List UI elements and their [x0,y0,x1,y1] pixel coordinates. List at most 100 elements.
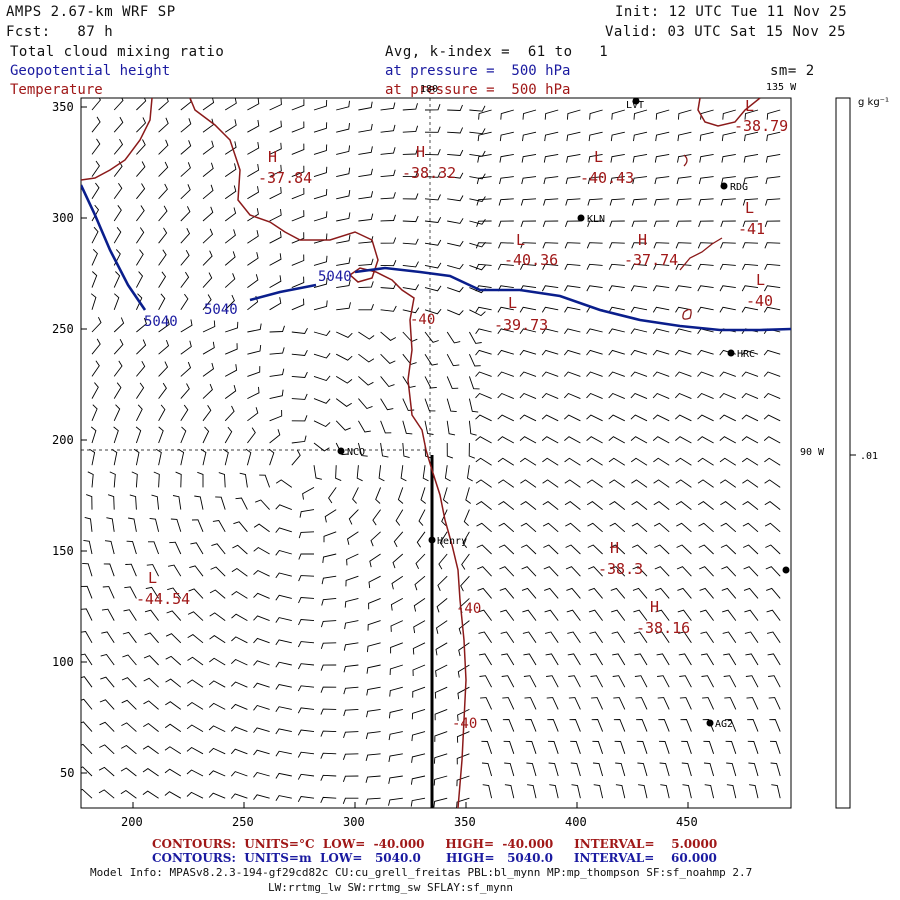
wind-barb [247,427,256,444]
wind-barb [766,587,781,599]
y-tick-150: 150 [52,544,74,558]
wind-barb [741,285,759,292]
temp-contour-ne [697,98,761,127]
wind-barb [298,619,315,626]
y-tick-100: 100 [52,655,74,669]
wind-barb [90,426,97,444]
wind-barb [209,612,226,621]
wind-barb [677,609,692,621]
wind-barb [313,122,328,133]
wind-barb [321,597,337,606]
wind-barb [541,414,559,422]
wind-barb [475,436,492,444]
wind-barb [476,544,492,555]
wind-barb [275,683,292,690]
wind-barb [100,676,115,688]
wind-barb [586,414,603,422]
wind-barb [231,636,248,644]
wind-barb [547,719,559,732]
wind-barb [142,745,159,755]
model-info: Model Info: MPASv8.2.3-194-gf29cd82c CU:… [90,866,753,879]
wind-barb [358,331,375,340]
wind-barb [654,176,670,185]
wind-barb [741,392,759,400]
wind-barb [702,697,715,710]
wind-barb [175,471,182,488]
wind-barb [247,274,259,288]
wind-barb [129,494,137,510]
wind-barb [391,575,404,590]
wind-barb [208,747,226,755]
height-contour-label-1: 5040 [144,314,178,330]
wind-barb [564,242,581,249]
wind-barb [380,237,397,244]
wind-barb [720,522,737,533]
wind-barb [763,392,781,400]
height-contour-right [354,266,791,332]
wind-barb [158,339,170,355]
wind-barb [434,686,448,699]
wind-barb [158,98,169,111]
wind-barb [697,263,714,270]
wind-barb [335,442,349,456]
wind-barb [81,721,93,732]
wind-barb [742,220,759,228]
wind-barb [148,541,160,555]
wind-barb [654,153,670,163]
wind-barb [678,653,692,666]
wind-barb [313,211,328,222]
wind-barb [697,457,714,466]
station-hrc-marker [727,349,735,357]
wind-barb [297,796,315,803]
wind-barb [546,675,559,688]
high-value-4: -38.3 [598,560,643,578]
wind-barb [420,487,426,504]
wind-barb [200,448,207,466]
low-value-5: -39.73 [494,316,548,334]
wind-barb [313,375,331,382]
wind-barb [677,153,692,163]
wind-barb [247,386,260,400]
wind-barb [275,549,292,556]
wind-barb [100,653,115,666]
wind-barb [630,414,648,422]
wind-barb [497,371,514,377]
wind-barb [588,587,603,599]
wind-barbs [81,98,781,808]
wind-barb [564,263,581,270]
wind-barb [630,263,648,270]
wind-barb [87,471,94,488]
wind-barb [523,675,537,688]
wind-barb [180,361,192,377]
wind-barb [111,448,118,466]
wind-barb [446,376,459,389]
wind-barb [763,414,781,422]
wind-barb [748,762,759,777]
wind-barb [247,119,260,133]
wind-barb [765,544,781,555]
wind-barb [224,294,235,311]
wind-barb [86,494,93,510]
wind-barb [542,285,559,292]
wind-barb [180,249,190,266]
wind-barb [424,308,442,315]
wind-barb [143,700,159,710]
wind-barb [498,242,514,249]
wind-barb [202,228,214,244]
wind-barb [587,176,603,185]
wind-barb [675,501,692,510]
wind-barb [380,420,392,434]
wind-barb [479,675,492,688]
wind-barb [269,347,285,355]
wind-barb [608,349,625,356]
wind-barb [297,685,315,692]
wind-barb [744,631,759,644]
wind-barb [209,657,226,666]
wind-barb [463,509,470,527]
wind-barb [89,448,96,466]
wind-barb [702,719,715,732]
wind-barb [380,442,389,458]
wind-barb [365,731,381,740]
wind-barb [397,487,404,504]
colorbar [835,97,851,809]
